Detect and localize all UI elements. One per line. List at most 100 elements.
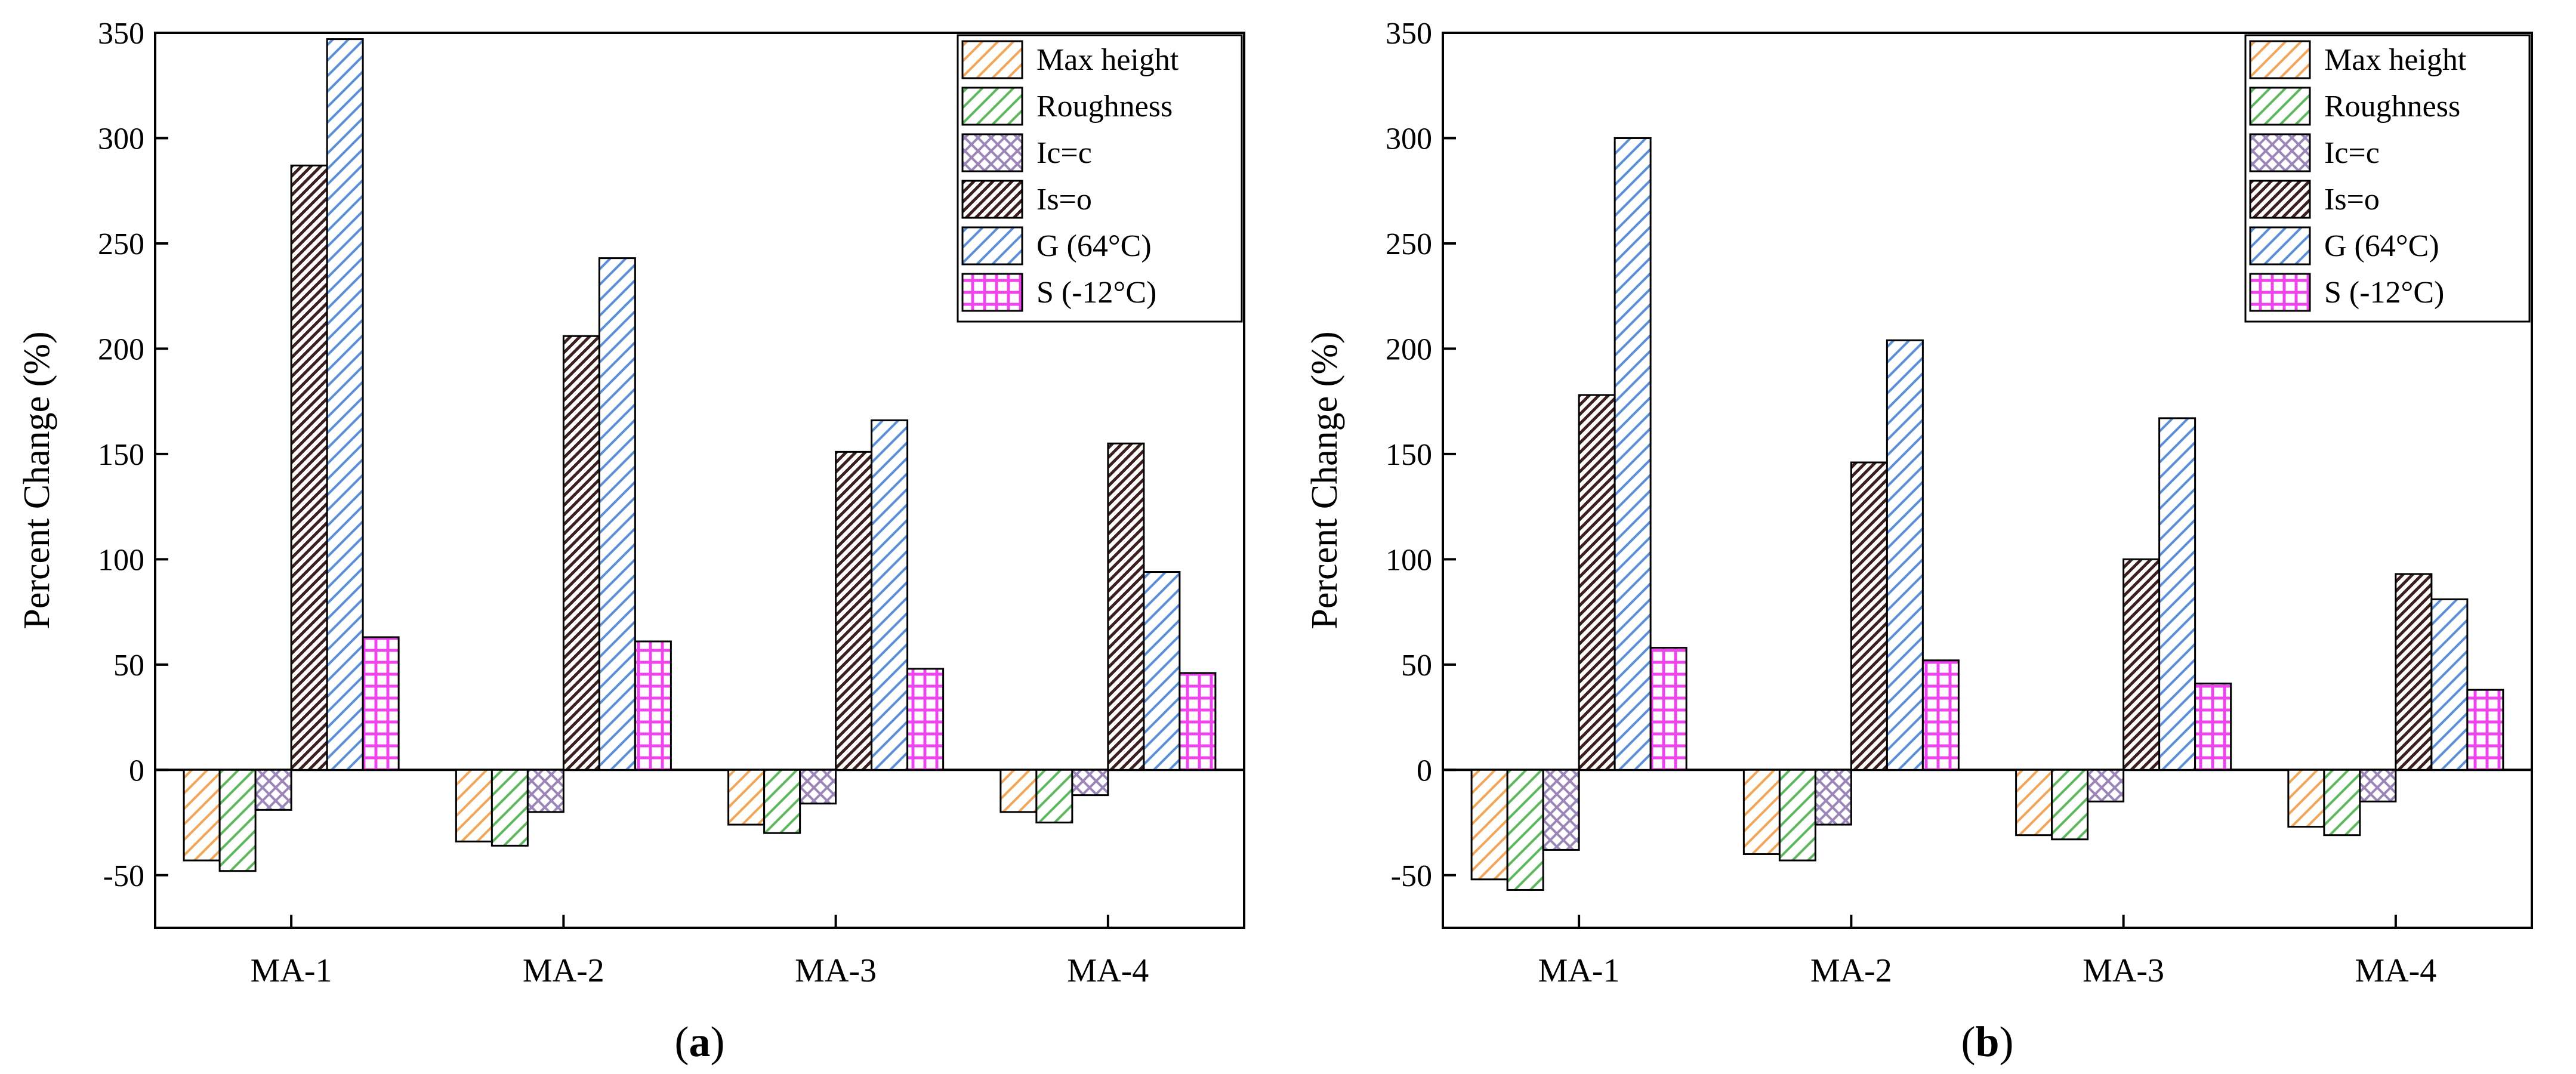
legend-label-roughness: Roughness <box>2324 90 2460 124</box>
legend: Max height Roughness Ic=c Is=o G (64°C) S (-1… <box>2244 34 2531 323</box>
bar-ic-c-ma-4 <box>2359 769 2397 803</box>
panel-label: (b) <box>1961 1018 2013 1066</box>
x-tick-label-ma-3: MA-3 <box>795 952 877 989</box>
y-tick-label: 350 <box>1386 17 1432 51</box>
plot-frame <box>1442 32 2533 929</box>
panel-label: (a) <box>675 1018 725 1066</box>
bar-g-64-c-ma-2 <box>1886 339 1924 771</box>
legend-label-roughness: Roughness <box>1036 90 1173 124</box>
y-tick-label: 300 <box>1386 122 1432 156</box>
bar-is-o-ma-2 <box>562 335 600 771</box>
y-tick-label: 50 <box>113 649 144 683</box>
bar-max-height-ma-4 <box>999 769 1038 813</box>
bar-is-o-ma-3 <box>2122 558 2161 771</box>
legend-swatch-s-12-c <box>961 273 1023 312</box>
plot-area: -50 0 50 100 150 200 250 300 350 Percent Change (… <box>1304 17 2533 989</box>
legend-label-is-o: Is=o <box>2324 183 2380 217</box>
legend-swatch-s-12-c <box>2249 273 2311 312</box>
x-tick-label-ma-1: MA-1 <box>251 952 332 989</box>
bar-s-12-c-ma-1 <box>1649 647 1687 771</box>
y-tick-label: -50 <box>1391 859 1432 893</box>
bar-ic-c-ma-3 <box>2087 769 2125 803</box>
bar-roughness-ma-1 <box>1506 769 1544 891</box>
bar-g-64-c-ma-1 <box>1614 137 1652 771</box>
legend-swatch-is-o <box>2249 180 2311 219</box>
y-tick-label: 100 <box>98 543 144 577</box>
legend-swatch-roughness <box>2249 87 2311 126</box>
bar-is-o-ma-4 <box>1107 442 1145 771</box>
chart-a: -50 0 50 100 150 200 250 300 350 Percent Change (… <box>17 17 1245 1066</box>
bar-is-o-ma-1 <box>290 164 328 771</box>
x-tick-label-ma-3: MA-3 <box>2083 952 2164 989</box>
y-tick-label: 200 <box>1386 332 1432 366</box>
bar-s-12-c-ma-3 <box>906 668 945 771</box>
bar-g-64-c-ma-2 <box>598 257 636 771</box>
bar-is-o-ma-4 <box>2395 573 2433 771</box>
bar-s-12-c-ma-1 <box>362 636 400 771</box>
bar-g-64-c-ma-1 <box>326 38 364 771</box>
plot-area: -50 0 50 100 150 200 250 300 350 Percent Change (… <box>17 17 1245 989</box>
y-axis-title: Percent Change (%) <box>1304 331 1345 629</box>
legend-swatch-max-height <box>2249 40 2311 79</box>
legend: Max height Roughness Ic=c Is=o G (64°C) S (-1… <box>957 34 1243 323</box>
x-tick-label-ma-2: MA-2 <box>523 952 604 989</box>
y-tick-label: 50 <box>1401 649 1432 683</box>
y-tick-label: 350 <box>98 17 144 51</box>
legend-swatch-roughness <box>961 87 1023 126</box>
bar-max-height-ma-2 <box>455 769 493 842</box>
legend-label-ic-c: Ic=c <box>1036 136 1092 170</box>
bar-g-64-c-ma-3 <box>2158 417 2196 771</box>
bar-roughness-ma-3 <box>763 769 801 834</box>
legend-swatch-g-64-c <box>961 226 1023 266</box>
bar-s-12-c-ma-2 <box>634 640 672 771</box>
bar-max-height-ma-1 <box>183 769 221 862</box>
x-tick-label-ma-4: MA-4 <box>2355 952 2436 989</box>
bar-s-12-c-ma-4 <box>1179 672 1217 771</box>
y-tick-label: 0 <box>1417 754 1432 788</box>
x-tick-label-ma-4: MA-4 <box>1067 952 1149 989</box>
legend-label-s-12-c: S (-12°C) <box>1036 276 1156 310</box>
bar-max-height-ma-4 <box>2287 769 2325 828</box>
x-tick-label-ma-2: MA-2 <box>1810 952 1892 989</box>
legend-swatch-g-64-c <box>2249 226 2311 266</box>
bar-ic-c-ma-2 <box>1814 769 1852 826</box>
bar-ic-c-ma-2 <box>526 769 564 813</box>
bar-ic-c-ma-1 <box>1542 769 1580 851</box>
y-tick-label: -50 <box>103 859 144 893</box>
y-tick-label: 150 <box>98 438 144 472</box>
legend-label-s-12-c: S (-12°C) <box>2324 276 2444 310</box>
y-tick-label: 100 <box>1386 543 1432 577</box>
bar-max-height-ma-3 <box>727 769 766 826</box>
bar-roughness-ma-2 <box>1778 769 1816 862</box>
bar-roughness-ma-2 <box>490 769 529 847</box>
bar-g-64-c-ma-4 <box>1143 571 1181 771</box>
y-tick-label: 250 <box>1386 227 1432 261</box>
bar-g-64-c-ma-3 <box>871 419 909 771</box>
legend-swatch-ic-c <box>2249 133 2311 172</box>
bar-is-o-ma-1 <box>1578 394 1616 771</box>
bar-roughness-ma-3 <box>2051 769 2089 841</box>
legend-swatch-max-height <box>961 40 1023 79</box>
legend-label-max-height: Max height <box>1036 43 1179 77</box>
bar-ic-c-ma-1 <box>254 769 292 811</box>
y-tick-label: 0 <box>129 754 144 788</box>
bar-ic-c-ma-4 <box>1071 769 1109 797</box>
bar-max-height-ma-1 <box>1470 769 1508 881</box>
bar-is-o-ma-3 <box>835 450 873 771</box>
y-tick-label: 200 <box>98 332 144 366</box>
y-tick-label: 150 <box>1386 438 1432 472</box>
chart-b: -50 0 50 100 150 200 250 300 350 Percent Change (… <box>1304 17 2533 1066</box>
legend-swatch-ic-c <box>961 133 1023 172</box>
legend-label-is-o: Is=o <box>1036 183 1092 217</box>
plot-frame <box>154 32 1245 929</box>
bar-is-o-ma-2 <box>1850 461 1888 771</box>
bar-ic-c-ma-3 <box>799 769 837 805</box>
bar-s-12-c-ma-3 <box>2194 683 2232 771</box>
y-tick-label: 250 <box>98 227 144 261</box>
bar-max-height-ma-2 <box>1742 769 1781 855</box>
legend-label-max-height: Max height <box>2324 43 2467 77</box>
legend-label-g-64-c: G (64°C) <box>2324 229 2439 263</box>
y-axis-title: Percent Change (%) <box>17 331 57 629</box>
x-tick-label-ma-1: MA-1 <box>1538 952 1620 989</box>
legend-label-ic-c: Ic=c <box>2324 136 2380 170</box>
